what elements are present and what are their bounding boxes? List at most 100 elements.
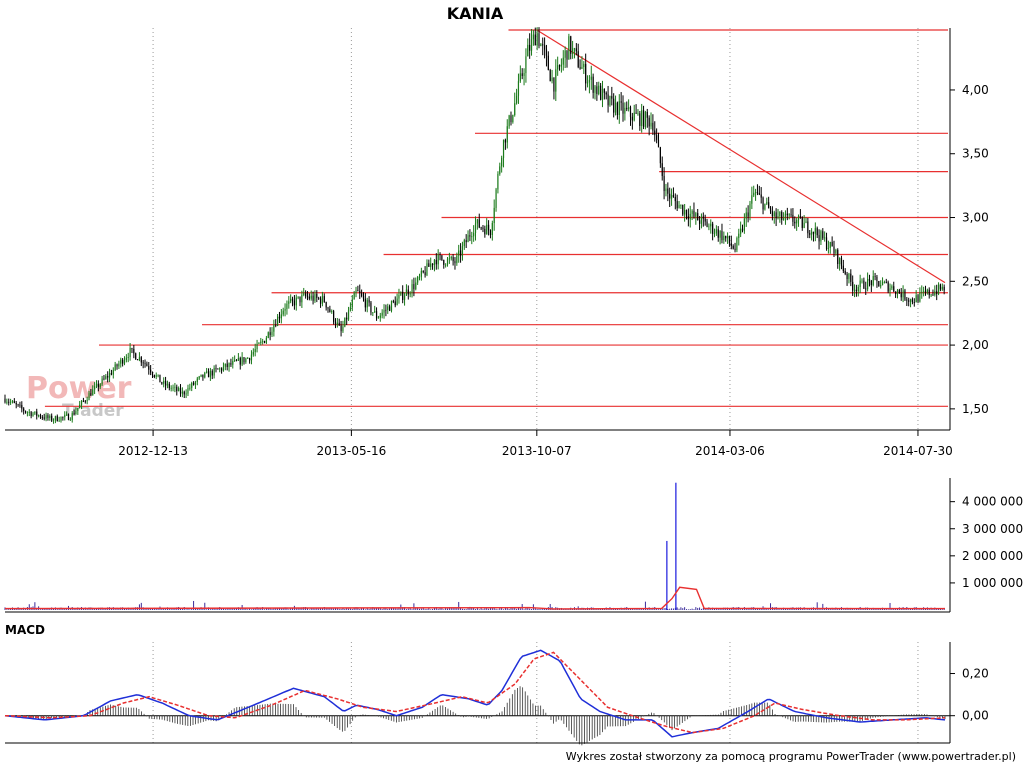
price-candle-body [312, 295, 314, 301]
price-candle-body [79, 404, 81, 409]
price-candle-body [411, 284, 413, 294]
macd-y-tick-label: 0,20 [962, 667, 989, 681]
price-candle-body [885, 281, 887, 283]
price-candle-body [706, 221, 708, 227]
price-candle-body [855, 289, 858, 292]
price-candle-body [329, 308, 331, 312]
price-candle-body [857, 286, 859, 292]
price-candle-body [502, 139, 505, 158]
price-candle-body [170, 387, 172, 389]
price-candle-body [799, 216, 801, 218]
price-candle-body [183, 391, 185, 395]
price-candle-body [426, 263, 428, 276]
price-candle-body [923, 291, 925, 293]
price-candle-body [540, 44, 542, 46]
price-candle-body [482, 227, 484, 229]
price-candle-body [611, 96, 613, 99]
price-candle-body [375, 311, 378, 319]
price-candle-body [932, 294, 934, 296]
price-candle-body [803, 222, 805, 228]
price-candle-body [166, 383, 169, 386]
macd-y-ticks: 0,00 0,20 [950, 667, 989, 723]
price-candle-body [553, 77, 555, 92]
price-candle-body [297, 296, 299, 298]
price-candle-body [732, 245, 734, 249]
price-candle-body [592, 76, 594, 93]
price-candle-body [896, 290, 899, 295]
price-candle-body [928, 289, 930, 296]
price-candle-body [194, 381, 197, 385]
price-candle-body [41, 417, 43, 419]
price-candle-body [564, 50, 566, 58]
price-candle-body [327, 307, 329, 309]
price-candle-body [590, 76, 592, 80]
price-candle-body [60, 416, 62, 421]
price-candle-body [415, 282, 417, 290]
trend-line [536, 29, 946, 284]
price-candle-body [557, 65, 559, 70]
price-candle-body [818, 235, 820, 242]
price-candle-body [230, 362, 232, 365]
macd-panel: MACD 0,00 0,20 [4, 623, 989, 746]
price-candle-body [267, 332, 269, 338]
price-candle-body [347, 310, 350, 320]
price-x-tick-label: 2013-10-07 [502, 444, 572, 458]
price-candle-body [601, 88, 604, 100]
price-candle-body [321, 296, 324, 304]
price-candle-body [768, 202, 770, 209]
price-candle-body [598, 85, 600, 95]
price-candle-body [607, 94, 609, 106]
price-candle-body [422, 270, 424, 273]
price-candle-body [282, 310, 284, 315]
volume-moving-average [4, 586, 946, 610]
price-candle-body [839, 257, 841, 265]
price-candle-body [872, 276, 874, 286]
price-candle-body [919, 292, 921, 302]
price-candle-body [685, 209, 688, 217]
price-candle-body [605, 92, 607, 95]
price-candle-body [641, 110, 643, 126]
price-candle-body [77, 408, 79, 412]
price-candle-body [788, 214, 790, 216]
price-candle-body [796, 220, 798, 224]
price-candle-body [876, 276, 878, 282]
price-candle-body [36, 411, 38, 416]
price-candle-body [620, 101, 622, 103]
price-candle-body [163, 380, 165, 384]
price-candle-body [753, 192, 755, 196]
price-candle-body [202, 374, 204, 378]
price-candle-body [743, 218, 745, 231]
price-candle-body [874, 276, 876, 277]
price-candle-body [314, 293, 316, 301]
price-candle-body [400, 291, 402, 295]
price-candle-body [463, 240, 465, 247]
price-candle-body [245, 358, 247, 363]
price-candle-body [650, 122, 652, 127]
price-candle-body [54, 416, 57, 420]
macd-y-tick-label: 0,00 [962, 709, 989, 723]
price-candle-body [385, 309, 387, 311]
price-candle-body [708, 226, 710, 228]
price-candle-body [775, 212, 777, 219]
price-candle-body [64, 414, 66, 417]
price-candle-body [530, 39, 533, 51]
price-candle-body [232, 360, 234, 365]
price-candle-body [504, 139, 506, 143]
price-candle-body [689, 213, 691, 220]
price-candle-body [618, 101, 620, 115]
price-candle-body [15, 403, 17, 405]
price-candle-body [642, 110, 645, 127]
price-candle-body [810, 231, 813, 235]
price-candle-body [56, 416, 58, 421]
price-candle-body [275, 325, 277, 326]
price-candle-body [398, 294, 400, 299]
price-candle-body [846, 273, 848, 280]
price-candle-body [473, 232, 475, 237]
price-x-ticks: 2012-12-13 2013-05-16 2013-10-07 2014-03-06… [118, 430, 953, 458]
price-candle-body [448, 258, 450, 260]
watermark-power: Power [26, 371, 132, 406]
price-candle-body [461, 246, 464, 256]
price-candle-body [181, 391, 183, 394]
price-candle-body [797, 216, 800, 221]
price-candle-body [196, 378, 198, 382]
